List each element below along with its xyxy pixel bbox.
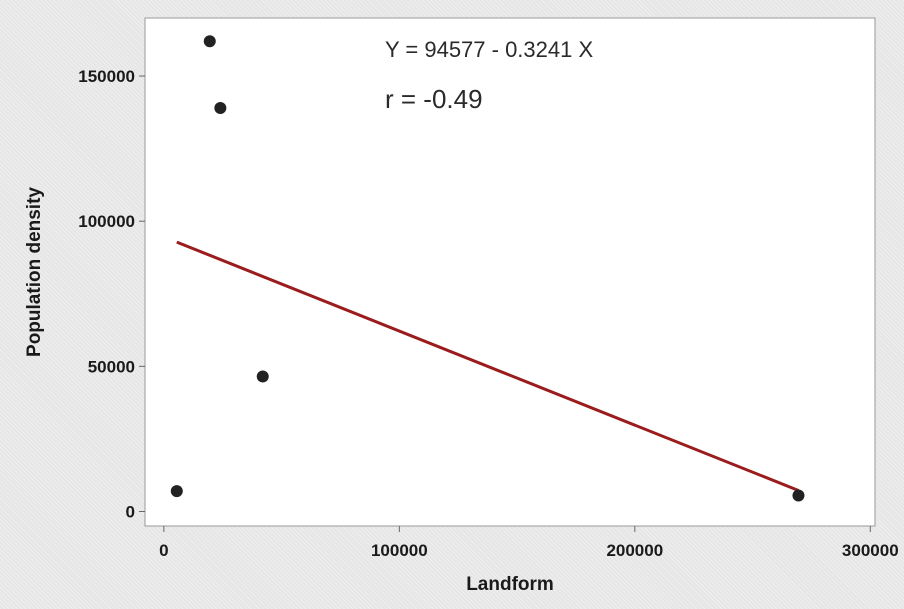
regression-line [176,240,800,492]
regression-line-group [176,240,800,492]
y-axis-title: Population density [24,187,45,357]
y-tick-label: 100000 [78,212,135,231]
y-tick-label: 150000 [78,67,135,86]
data-point [792,489,805,502]
regression-equation: Y = 94577 - 0.3241 X [385,37,593,62]
x-tick-label: 100000 [371,541,428,560]
correlation-annotation: r = -0.49 [385,84,483,114]
data-point [256,370,269,383]
y-tick-label: 50000 [88,357,135,376]
x-tick-label: 0 [159,541,168,560]
x-tick-label: 200000 [606,541,663,560]
y-tick-label: 0 [126,502,135,521]
x-axis: 0 100000 200000 300000 [159,526,899,560]
data-point [170,485,183,498]
x-axis-title: Landform [466,574,554,595]
x-tick-label: 300000 [842,541,899,560]
data-point [203,35,216,48]
y-axis: 0 50000 100000 150000 [78,67,145,521]
data-points [170,35,805,502]
plot-area [144,17,876,527]
data-point [214,101,227,114]
